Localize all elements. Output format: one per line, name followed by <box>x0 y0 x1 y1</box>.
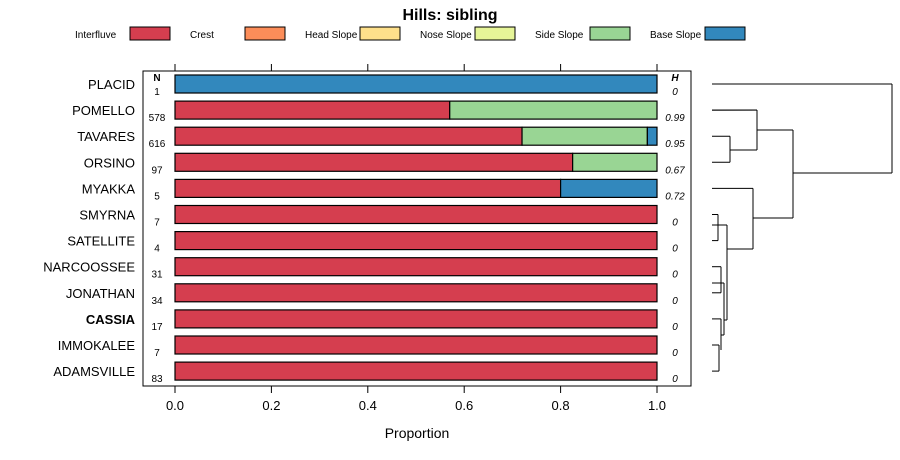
row-label-cassia: CASSIA <box>86 312 136 327</box>
n-value-adamsville: 83 <box>151 374 163 385</box>
bar-orsino-side-slope <box>572 152 658 172</box>
h-header: H <box>671 73 679 84</box>
h-value-adamsville: 0 <box>672 374 678 385</box>
n-value-jonathan: 34 <box>151 296 163 307</box>
legend-swatch-side-slope <box>589 26 631 41</box>
bar-immokalee-interfluve <box>174 335 658 355</box>
bar-tavares-base-slope <box>646 126 658 146</box>
legend-label-crest: Crest <box>190 30 214 41</box>
bar-pomello-side-slope <box>449 100 658 120</box>
x-tick-label: 0.0 <box>166 398 184 413</box>
x-tick-label: 0.4 <box>359 398 377 413</box>
legend-label-head-slope: Head Slope <box>305 30 358 41</box>
x-tick-label: 0.2 <box>262 398 280 413</box>
h-value-tavares: 0.95 <box>665 139 685 150</box>
h-value-narcoossee: 0 <box>672 270 678 281</box>
row-label-jonathan: JONATHAN <box>66 286 135 301</box>
n-value-myakka: 5 <box>154 191 160 202</box>
n-value-pomello: 578 <box>149 113 166 124</box>
chart-title: Hills: sibling <box>402 7 497 24</box>
h-value-orsino: 0.67 <box>665 165 685 176</box>
h-value-placid: 0 <box>672 87 678 98</box>
h-value-myakka: 0.72 <box>665 191 685 202</box>
row-label-tavares: TAVARES <box>77 129 135 144</box>
bar-orsino-interfluve <box>174 152 574 172</box>
x-axis: 0.0 0.2 0.4 0.6 0.8 1.0 <box>166 64 666 413</box>
row-label-placid: PLACID <box>88 77 135 92</box>
row-label-orsino: ORSINO <box>84 155 135 170</box>
bar-pomello-interfluve <box>174 100 451 120</box>
bar-myakka-base-slope <box>559 178 658 198</box>
bar-tavares-side-slope <box>521 126 648 146</box>
bar-adamsville-interfluve <box>174 361 658 381</box>
h-value-satellite: 0 <box>672 244 678 255</box>
n-value-tavares: 616 <box>149 139 166 150</box>
h-value-immokalee: 0 <box>672 348 678 359</box>
n-value-immokalee: 7 <box>154 348 160 359</box>
legend-label-nose-slope: Nose Slope <box>420 30 472 41</box>
legend-swatch-base-slope <box>704 26 746 41</box>
bar-tavares-interfluve <box>174 126 523 146</box>
h-value-pomello: 0.99 <box>665 113 685 124</box>
row-label-myakka: MYAKKA <box>82 181 136 196</box>
legend-swatch-head-slope <box>359 26 401 41</box>
x-tick-label: 1.0 <box>648 398 666 413</box>
x-axis-label: Proportion <box>385 425 450 441</box>
legend-swatch-interfluve <box>129 26 171 41</box>
h-value-smyrna: 0 <box>672 218 678 229</box>
legend-label-interfluve: Interfluve <box>75 30 117 41</box>
legend-label-side-slope: Side Slope <box>535 30 584 41</box>
n-value-narcoossee: 31 <box>151 270 163 281</box>
bar-smyrna-interfluve <box>174 204 658 225</box>
n-value-placid: 1 <box>154 87 160 98</box>
n-header: N <box>153 73 160 84</box>
x-tick-label: 0.6 <box>455 398 473 413</box>
h-value-jonathan: 0 <box>672 296 678 307</box>
bar-rows: PLACID 1 0 POMELLO 578 0.99 TAVARES 616 0.95 ORSI… <box>43 74 685 385</box>
n-value-cassia: 17 <box>151 322 163 333</box>
n-value-smyrna: 7 <box>154 218 160 229</box>
bar-placid-base-slope <box>174 74 658 94</box>
row-label-smyrna: SMYRNA <box>79 208 135 223</box>
n-value-orsino: 97 <box>151 165 163 176</box>
bar-jonathan-interfluve <box>174 283 658 303</box>
bar-satellite-interfluve <box>174 231 658 251</box>
plot-frame <box>142 70 692 387</box>
h-value-cassia: 0 <box>672 322 678 333</box>
row-label-narcoossee: NARCOOSSEE <box>43 260 135 275</box>
bar-narcoossee-interfluve <box>174 257 658 277</box>
n-value-satellite: 4 <box>154 244 160 255</box>
row-label-pomello: POMELLO <box>72 103 135 118</box>
row-label-satellite: SATELLITE <box>67 234 135 249</box>
x-tick-label: 0.8 <box>552 398 570 413</box>
legend-label-base-slope: Base Slope <box>650 30 702 41</box>
bar-myakka-interfluve <box>174 178 562 198</box>
dendrogram <box>711 83 893 372</box>
bar-cassia-interfluve <box>174 309 658 329</box>
row-label-immokalee: IMMOKALEE <box>58 338 136 353</box>
legend: Interfluve Crest Head Slope Nose Slope Side … <box>75 26 746 41</box>
legend-swatch-crest <box>244 26 286 41</box>
row-label-adamsville: ADAMSVILLE <box>53 364 135 379</box>
legend-swatch-nose-slope <box>474 26 516 41</box>
